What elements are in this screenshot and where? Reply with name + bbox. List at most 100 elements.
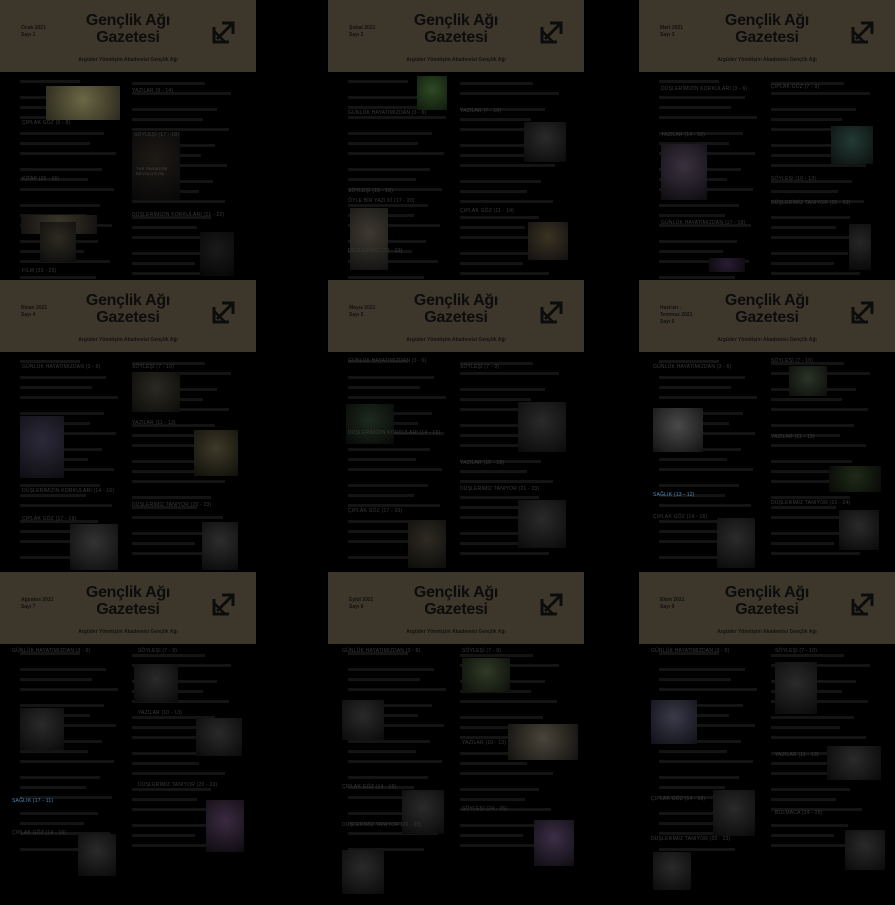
text-line	[132, 470, 199, 473]
section-heading[interactable]: DÜŞLERİMİZİN KORKULARI (14 - 16)	[348, 430, 441, 436]
issue-page-7[interactable]: Ağustos 2021 Sayı 7 Gençlik Ağı Gazetesi…	[0, 572, 256, 905]
text-line	[771, 226, 836, 229]
issue-number: Sayı 5	[349, 312, 364, 318]
section-heading[interactable]: DÜŞLERİMİZ TANIYOR (20 - 23)	[132, 502, 212, 508]
article-photo	[417, 76, 447, 110]
title-line-2: Gazetesi	[735, 309, 799, 326]
text-line	[771, 798, 836, 801]
section-heading[interactable]: ÇIPLAK GÖZ (14 - 16)	[653, 514, 708, 520]
section-heading[interactable]: ÇIPLAK GÖZ (17 - 19)	[22, 516, 77, 522]
text-line	[348, 688, 446, 691]
text-line	[659, 796, 751, 799]
text-line	[460, 844, 549, 847]
text-line	[659, 678, 731, 681]
section-heading[interactable]: GÜNLÜK HAYATIMIZDAN (3 - 6)	[12, 648, 91, 654]
text-line	[348, 540, 438, 543]
text-line	[132, 362, 205, 365]
text-line	[20, 750, 88, 753]
section-heading[interactable]: GÜNLÜK HAYATIMIZDAN (3 - 6)	[348, 358, 427, 364]
section-heading[interactable]: YAZILAR (11 - 13)	[771, 434, 815, 440]
section-heading[interactable]: DÜŞLERİMİZ TANIYOR (21 - 24)	[771, 500, 851, 506]
newspaper-title: Gençlik Ağı Gazetesi	[60, 584, 196, 618]
issue-page-1[interactable]: Ocak 2021 Sayı 1 Gençlik Ağı Gazetesi Ar…	[0, 0, 256, 280]
section-heading[interactable]: SAĞLIK (13 - 12)	[653, 492, 695, 498]
section-heading[interactable]: DÜŞLERİMİZİN KORKULARI (14 - 16)	[22, 488, 115, 494]
section-heading[interactable]: YAZILAR (11 - 13)	[775, 752, 819, 758]
issue-header: Şubat 2021 Sayı 2 Gençlik Ağı Gazetesi A…	[328, 0, 584, 72]
section-heading[interactable]: YAZILAR (11 - 13)	[132, 420, 176, 426]
issue-page-3[interactable]: Mart 2021 Sayı 3 Gençlik Ağı Gazetesi Ar…	[639, 0, 895, 280]
text-line	[659, 652, 719, 655]
text-line	[659, 458, 727, 461]
article-photo	[132, 372, 180, 412]
section-heading[interactable]: SÖYLEŞİ (24 - 26)	[462, 806, 508, 812]
section-heading[interactable]: YAZILAR (10 - 13)	[462, 740, 507, 746]
issue-page-5[interactable]: Mayıs 2021 Sayı 5 Gençlik Ağı Gazetesi A…	[328, 280, 584, 572]
section-heading[interactable]: ÇIPLAK GÖZ (14 - 16)	[12, 830, 67, 836]
issue-page-2[interactable]: Şubat 2021 Sayı 2 Gençlik Ağı Gazetesi A…	[328, 0, 584, 280]
section-heading[interactable]: GÜNLÜK HAYATIMIZDAN (3 - 6)	[653, 364, 732, 370]
section-heading[interactable]: SÖYLEŞİ (15 - 16)	[348, 188, 394, 194]
diagonal-arrow-box-icon	[212, 593, 235, 616]
issue-month: Haziran - Temmuz 2021	[660, 305, 693, 318]
text-line	[348, 786, 414, 789]
section-heading[interactable]: DÜŞLERİMİZİN KORKULARI (3 - 6)	[661, 86, 748, 92]
diagonal-arrow-box-icon	[540, 301, 563, 324]
text-line	[132, 542, 195, 545]
section-heading[interactable]: ÇIPLAK GÖZ (7 - 9)	[771, 84, 820, 90]
text-line	[771, 216, 850, 219]
text-line	[659, 132, 743, 135]
issue-page-6[interactable]: Haziran - Temmuz 2021 Sayı 6 Gençlik Ağı…	[639, 280, 895, 572]
issue-page-4[interactable]: Nisan 2021 Sayı 4 Gençlik Ağı Gazetesi A…	[0, 280, 256, 572]
text-line	[771, 408, 868, 411]
text-line	[20, 386, 92, 389]
section-heading[interactable]: DÜŞLERİMİZ TANIYOR (21 - 23)	[460, 486, 540, 492]
section-heading[interactable]: SÖYLEŞİ (10 - 13)	[771, 176, 817, 182]
text-line	[20, 188, 114, 191]
section-heading[interactable]: DÜŞLERİMİZ TANIYOR (20 - 23)	[342, 822, 422, 828]
section-heading[interactable]: SÖYLEŞİ (7 - 9)	[138, 648, 178, 654]
section-heading[interactable]: YAZILAR (14 - 16)	[661, 132, 706, 138]
section-heading[interactable]: ÇIPLAK GÖZ (11 - 14)	[460, 208, 514, 214]
section-heading[interactable]: GÜNLÜK HAYATIMIZDAN (17 - 19)	[661, 220, 746, 226]
tagline: Argüder Yönetişim Akademisi Gençlik Ağı	[406, 629, 506, 635]
section-heading[interactable]: GÜNLÜK HAYATIMIZDAN (3 - 6)	[342, 648, 421, 654]
section-heading[interactable]: DÜŞLERİMİZ TANIYOR (20 - 23)	[771, 200, 851, 206]
tagline: Argüder Yönetişim Akademisi Gençlik Ağı	[406, 337, 506, 343]
issue-content: GÜNLÜK HAYATIMIZDAN (3 - 6) SÖYLEŞİ (7 - …	[328, 644, 584, 905]
section-heading[interactable]: SAĞLIK (17 - 11)	[12, 798, 54, 804]
section-heading[interactable]: YAZILAR (9 - 14)	[132, 88, 174, 94]
section-heading[interactable]: SÖYLEŞİ (7 - 10)	[775, 648, 818, 654]
section-heading[interactable]: DÜŞLERİMİZ (21 - 23)	[348, 248, 403, 254]
section-heading[interactable]: ÇIPLAK GÖZ (5 - 8)	[22, 120, 71, 126]
section-heading[interactable]: YAZILAR (10 - 13)	[138, 710, 183, 716]
section-heading[interactable]: GÜNLÜK HAYATIMIZDAN (3 - 6)	[348, 110, 427, 116]
section-heading[interactable]: KİTAP (15 - 16)	[22, 176, 60, 182]
section-heading[interactable]: YAZILAR (7 - 10)	[460, 108, 502, 114]
section-heading[interactable]: DÜŞLERİMİZ TANIYOR (20 - 23)	[651, 836, 731, 842]
section-heading[interactable]: SÖYLEŞİ (7 - 9)	[462, 648, 502, 654]
section-heading[interactable]: SÖYLEŞİ (17 - 18)	[134, 132, 180, 138]
section-heading[interactable]: ÇIPLAK GÖZ (14 - 16)	[342, 784, 397, 790]
section-heading[interactable]: ÇIPLAK GÖZ (14 - 16)	[651, 796, 706, 802]
newspaper-title: Gençlik Ağı Gazetesi	[699, 292, 835, 326]
section-heading[interactable]: SÖYLEŞİ (7 - 10)	[771, 358, 814, 364]
section-heading[interactable]: FİLM (23 - 25)	[22, 268, 57, 274]
section-heading[interactable]: ÖYLE BİR YAZI Kİ (17 - 20)	[348, 198, 415, 204]
section-heading[interactable]: GÜNLÜK HAYATIMIZDAN (3 - 6)	[22, 364, 101, 370]
section-heading[interactable]: BULMACA (24 - 25)	[775, 810, 823, 816]
section-heading[interactable]: GÜNLÜK HAYATIMIZDAN (3 - 6)	[651, 648, 730, 654]
text-line	[659, 376, 745, 379]
article-photo	[200, 232, 234, 276]
issue-page-9[interactable]: Ekim 2021 Sayı 9 Gençlik Ağı Gazetesi Ar…	[639, 572, 895, 905]
text-line	[460, 552, 549, 555]
section-heading[interactable]: YAZILAR (10 - 13)	[460, 460, 505, 466]
section-heading[interactable]: SÖYLEŞİ (7 - 9)	[460, 364, 500, 370]
section-heading[interactable]: DÜŞLERİMİZ TANIYOR (20 - 23)	[138, 782, 218, 788]
section-heading[interactable]: ÇIPLAK GÖZ (17 - 20)	[348, 508, 403, 514]
issue-page-8[interactable]: Eylül 2021 Sayı 8 Gençlik Ağı Gazetesi A…	[328, 572, 584, 905]
section-heading[interactable]: SÖYLEŞİ (7 - 10)	[132, 364, 175, 370]
text-line	[659, 668, 745, 671]
text-line	[132, 516, 223, 519]
section-heading[interactable]: DÜŞLERİMİZİN KORKULARI (21 - 22)	[132, 212, 225, 218]
